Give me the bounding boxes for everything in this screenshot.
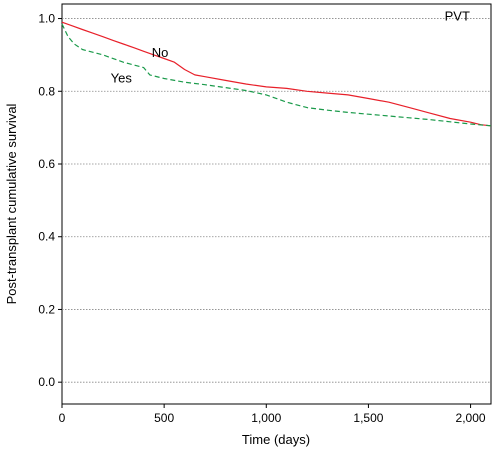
- x-tick-label: 1,000: [251, 411, 281, 425]
- x-tick-label: 2,000: [456, 411, 486, 425]
- series-line-yes: [61, 23, 492, 127]
- y-tick-label: 0.6: [38, 157, 55, 171]
- y-tick-label: 0.2: [38, 302, 55, 316]
- x-tick-label: 500: [154, 411, 174, 425]
- y-axis-ticks: 0.0 0.2 0.4 0.6 0.8 1.0: [38, 12, 62, 389]
- x-axis-title: Time (days): [242, 432, 310, 447]
- y-axis-title: Post-transplant cumulative survival: [4, 103, 19, 304]
- annotations: No Yes PVT: [111, 9, 470, 86]
- annotation-yes: Yes: [111, 71, 133, 86]
- plot-frame: [61, 3, 492, 405]
- series-line-no: [61, 21, 492, 127]
- series-lines: [61, 21, 492, 127]
- y-tick-label: 0.0: [38, 375, 55, 389]
- x-tick-label: 0: [59, 411, 66, 425]
- y-tick-label: 1.0: [38, 12, 55, 26]
- y-tick-label: 0.4: [38, 230, 55, 244]
- x-tick-label: 1,500: [353, 411, 383, 425]
- annotation-pvt: PVT: [445, 9, 470, 24]
- gridlines: [62, 18, 491, 383]
- annotation-no: No: [152, 45, 169, 60]
- y-tick-label: 0.8: [38, 84, 55, 98]
- x-axis-ticks: 0 500 1,000 1,500 2,000: [59, 404, 486, 425]
